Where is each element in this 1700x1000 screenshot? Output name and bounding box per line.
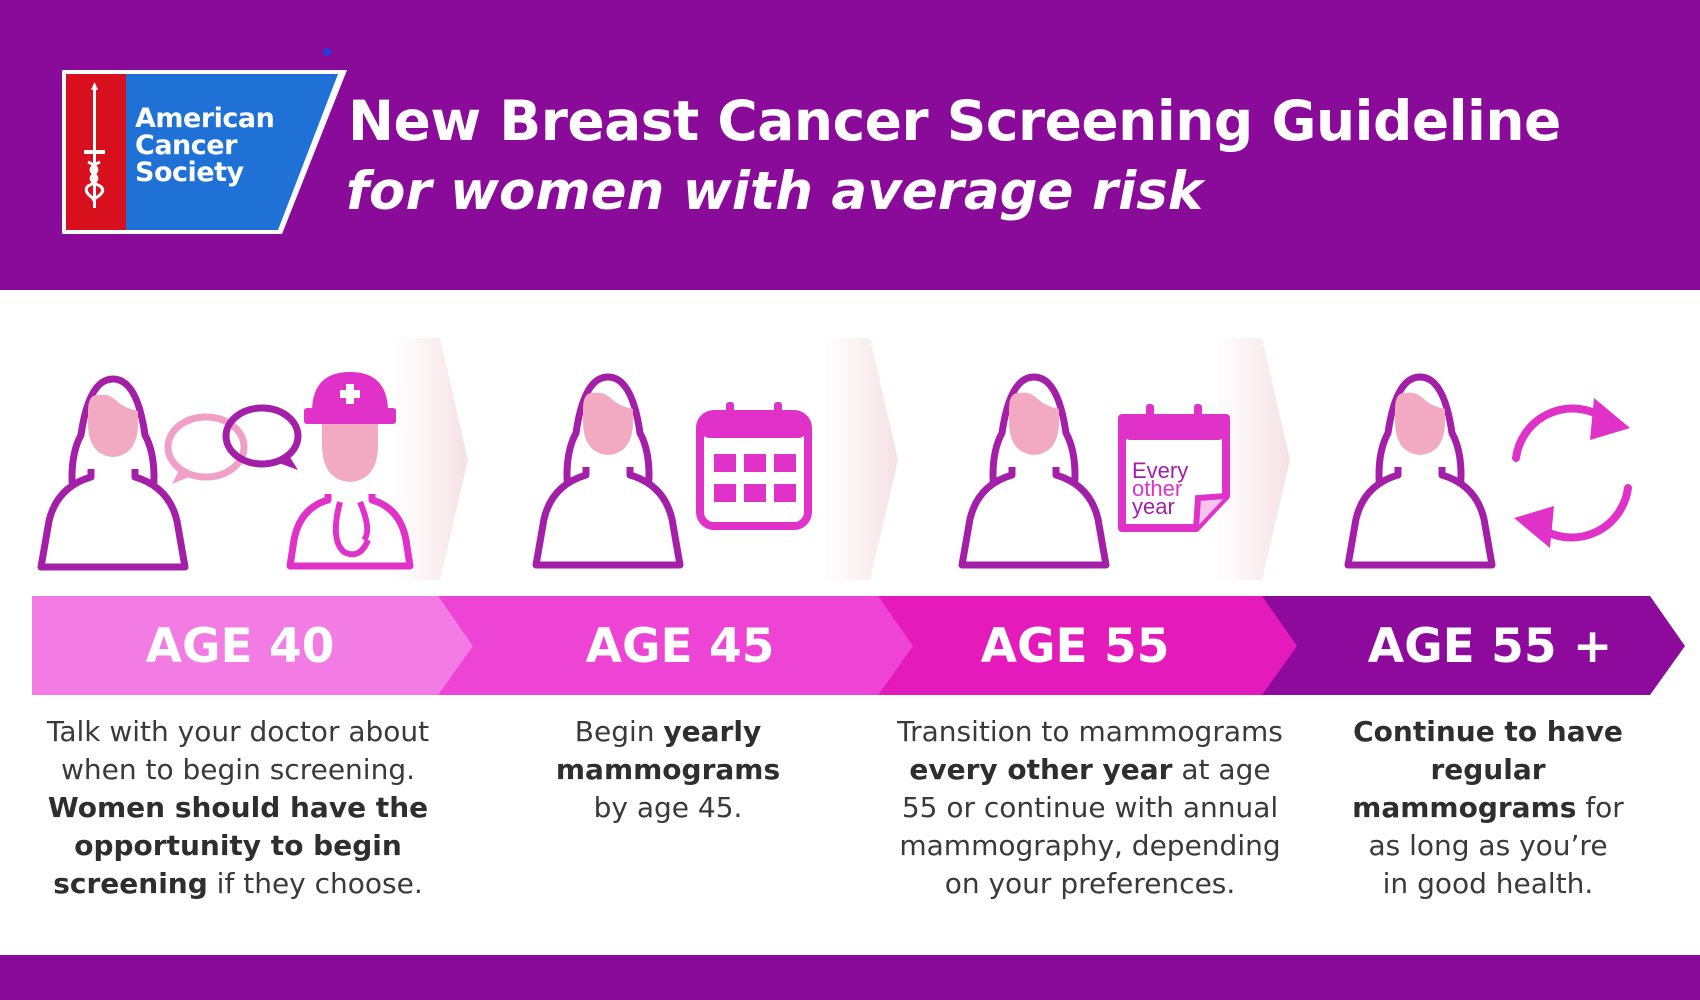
desc-bold: yearly mammograms bbox=[555, 715, 781, 786]
age-timeline bbox=[32, 596, 1685, 695]
desc-text: Talk with your doctor about when to begi… bbox=[46, 715, 430, 786]
stage3-description: Transition to mammograms every other yea… bbox=[892, 713, 1288, 903]
logo-wordmark: American Cancer Society bbox=[135, 105, 295, 186]
age-label-55: AGE 55 bbox=[980, 619, 1170, 674]
page-subtitle: for women with average risk bbox=[346, 161, 1204, 222]
age40-band bbox=[32, 596, 473, 695]
desc-text: Transition to mammograms bbox=[897, 715, 1283, 748]
sword-caduceus-icon bbox=[84, 82, 105, 208]
note-line-1: Every bbox=[1132, 458, 1188, 483]
desc-text: at age 55 or continue with annual mammog… bbox=[899, 753, 1281, 900]
desc-bold: Continue to have regular mammograms bbox=[1352, 715, 1623, 824]
stage4-icons bbox=[1348, 377, 1632, 565]
stage1-description: Talk with your doctor about when to begi… bbox=[42, 713, 434, 903]
desc-text: by age 45. bbox=[593, 791, 743, 824]
repeat-arrows-icon bbox=[1512, 398, 1632, 548]
age-label-40: AGE 40 bbox=[145, 619, 335, 674]
desc-text: for as long as you’re in good health. bbox=[1368, 791, 1624, 900]
calendar-icon bbox=[696, 402, 812, 530]
doctor-icon bbox=[286, 372, 414, 570]
logo-line-3: Society bbox=[135, 157, 244, 188]
age-label-55-plus: AGE 55 + bbox=[1367, 619, 1613, 674]
desc-bold: every other year bbox=[909, 753, 1173, 786]
age55plus-band bbox=[1262, 596, 1685, 695]
stage2-description: Begin yearly mammograms by age 45. bbox=[548, 713, 788, 827]
desc-text: if they choose. bbox=[207, 867, 423, 900]
age-label-45: AGE 45 bbox=[585, 619, 775, 674]
note-line-3: year bbox=[1132, 494, 1175, 519]
age45-band bbox=[438, 596, 913, 695]
stage2-icons bbox=[536, 377, 812, 565]
desc-text: Begin bbox=[574, 715, 664, 748]
logo-line-2: Cancer bbox=[135, 130, 237, 161]
desc-bold: Women should have the opportunity to beg… bbox=[47, 791, 429, 900]
calendar-note-icon: Every other year bbox=[1118, 404, 1230, 532]
page-title: New Breast Cancer Screening Guideline bbox=[348, 89, 1561, 153]
logo-line-1: American bbox=[135, 103, 275, 134]
header-banner: American Cancer Society New Breast Cance… bbox=[0, 0, 1700, 290]
speech-bubbles-icon bbox=[164, 404, 302, 484]
stage4-description: Continue to have regular mammograms for … bbox=[1352, 713, 1624, 903]
age55-band bbox=[878, 596, 1297, 695]
stage1-icons bbox=[41, 372, 414, 570]
footer-band bbox=[0, 955, 1700, 1000]
stage3-icons: Every other year bbox=[962, 377, 1230, 565]
american-cancer-society-logo bbox=[62, 48, 347, 234]
icons-row: Every other year bbox=[0, 338, 1632, 580]
note-line-2: other bbox=[1132, 476, 1182, 501]
